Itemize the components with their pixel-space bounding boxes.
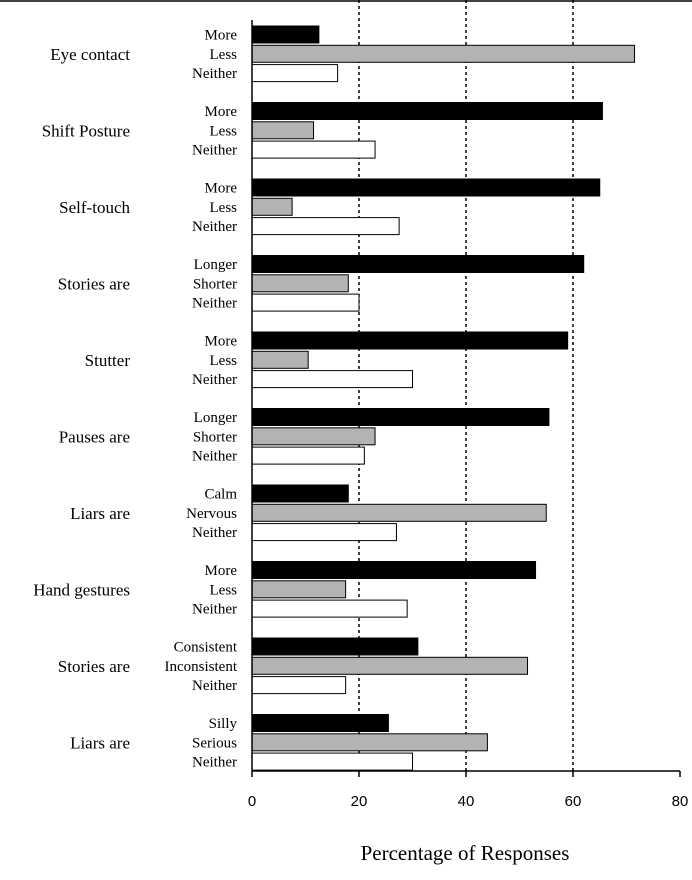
category-label: Neither — [192, 525, 237, 541]
bar — [251, 64, 339, 83]
category-label: Neither — [192, 678, 237, 694]
category-label: Neither — [192, 602, 237, 618]
bar — [251, 599, 408, 618]
group-label: Pauses are — [59, 427, 130, 446]
group-label: Stories are — [58, 274, 130, 293]
bar — [251, 121, 315, 140]
bar — [251, 484, 349, 503]
axes-layer: 0 20 40 60 80 — [0, 0, 692, 810]
category-label: More — [205, 334, 238, 350]
category-label: Neither — [192, 372, 237, 388]
group-label: Self-touch — [59, 198, 130, 217]
x-tick-label: 0 — [248, 793, 256, 810]
category-label: Less — [210, 582, 238, 598]
category-label: Less — [210, 123, 238, 139]
x-tick-label: 20 — [351, 793, 368, 810]
bar — [251, 580, 347, 599]
group-label: Stories are — [58, 657, 130, 676]
bar — [251, 676, 347, 695]
bar — [251, 197, 293, 216]
category-label: Silly — [209, 716, 238, 732]
category-label: Neither — [192, 755, 237, 771]
bar — [251, 503, 547, 522]
category-label: More — [205, 28, 238, 44]
category-label: Less — [210, 353, 238, 369]
bars-layer — [251, 25, 636, 771]
group-label: Liars are — [70, 733, 130, 752]
category-label: Calm — [205, 487, 238, 503]
group-label: Liars are — [70, 504, 130, 523]
bar — [251, 25, 320, 44]
bar — [251, 217, 400, 236]
bar — [251, 140, 376, 159]
group-label: Stutter — [85, 351, 131, 370]
bar — [251, 523, 397, 542]
group-label: Hand gestures — [33, 580, 130, 599]
bar — [251, 255, 585, 273]
bar — [251, 102, 603, 120]
bar — [251, 331, 569, 350]
bar — [251, 561, 537, 579]
category-label: More — [205, 563, 238, 579]
x-tick-label: 60 — [565, 793, 582, 810]
category-label: Neither — [192, 66, 237, 82]
category-label: Nervous — [186, 506, 237, 522]
bar — [251, 350, 309, 369]
group-label: Eye contact — [50, 45, 130, 64]
category-label: Serious — [192, 735, 237, 751]
category-label: Neither — [192, 219, 237, 235]
bar — [251, 714, 389, 732]
bar — [251, 370, 413, 389]
bar — [251, 446, 365, 465]
category-label: Consistent — [174, 640, 238, 656]
bar — [251, 44, 636, 63]
category-label: Neither — [192, 143, 237, 159]
category-label: Longer — [194, 410, 237, 426]
bar — [251, 752, 413, 771]
x-tick-label: 40 — [458, 793, 475, 810]
category-label: Shorter — [193, 276, 237, 292]
bar — [251, 293, 360, 312]
bar — [251, 178, 601, 197]
category-label: Less — [210, 200, 238, 216]
category-label: Neither — [192, 296, 237, 312]
x-tick-label: 80 — [672, 793, 689, 810]
category-label: Neither — [192, 449, 237, 465]
bar — [251, 427, 376, 446]
labels-layer: More Less Neither Eye contact More Less Neithe… — [33, 28, 238, 771]
bar — [251, 656, 529, 675]
category-label: Less — [210, 47, 238, 63]
group-label: Shift Posture — [42, 121, 130, 140]
category-label: Longer — [194, 257, 237, 273]
bar — [251, 733, 488, 752]
bar — [251, 408, 550, 426]
bar — [251, 274, 349, 293]
category-label: More — [205, 181, 238, 197]
category-label: More — [205, 104, 238, 120]
category-label: Shorter — [193, 429, 237, 445]
x-axis-label: Percentage of Responses — [361, 841, 570, 865]
category-label: Inconsistent — [165, 659, 238, 675]
bar — [251, 637, 419, 656]
